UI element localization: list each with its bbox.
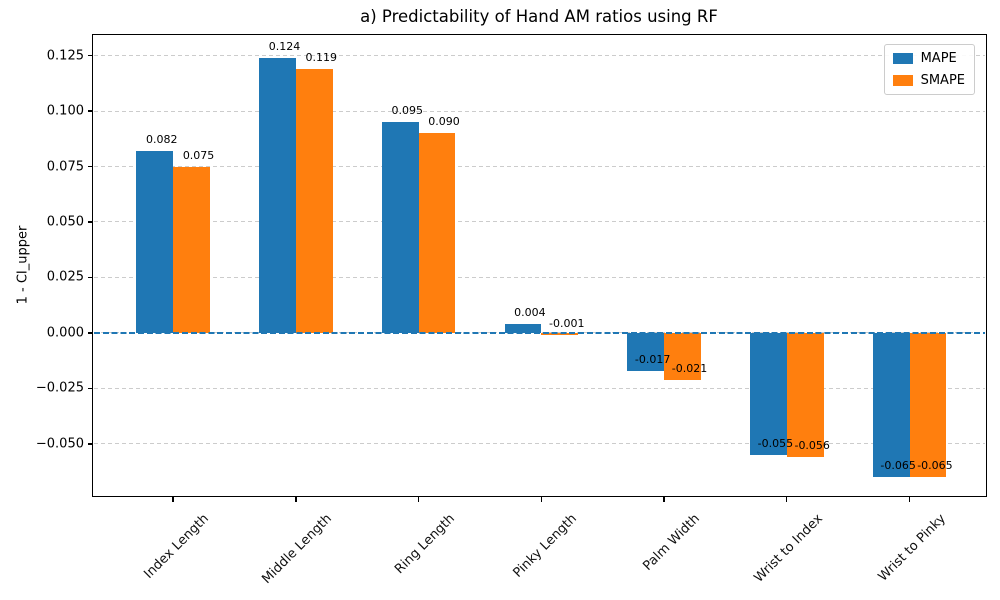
y-tick-mark	[87, 110, 93, 112]
zero-reference-line	[94, 332, 985, 334]
gridline	[94, 110, 985, 112]
y-tick-label: 0.125	[46, 48, 84, 64]
gridline	[94, 166, 985, 167]
x-tick-label: Pinky Length	[510, 511, 581, 581]
bar-value-label: 0.124	[268, 39, 301, 53]
bar-value-label: -0.056	[794, 439, 830, 453]
x-tick-mark	[908, 496, 911, 502]
legend-swatch-mape	[892, 53, 913, 65]
x-tick-mark	[295, 496, 297, 502]
gridline	[94, 387, 985, 389]
x-tick-label: Ring Length	[391, 511, 458, 578]
bar-value-label: 0.075	[182, 148, 215, 162]
bar-smape	[295, 68, 333, 333]
y-tick-label: 0.025	[46, 269, 84, 285]
x-tick-mark	[786, 496, 788, 502]
bar-mape	[259, 57, 296, 333]
y-tick-mark	[87, 443, 93, 445]
y-tick-label: 0.050	[46, 214, 84, 230]
bar-smape	[541, 332, 579, 336]
bar-smape	[173, 166, 210, 333]
bar-value-label: 0.082	[146, 132, 178, 146]
bar-value-label: 0.004	[514, 306, 546, 320]
x-tick-mark	[172, 496, 174, 502]
plot-area-frame	[92, 34, 987, 497]
y-tick-mark	[87, 54, 93, 57]
bar-value-label: 0.090	[428, 115, 460, 129]
y-tick-mark	[87, 332, 93, 334]
y-tick-label: −0.050	[35, 436, 84, 452]
gridline	[94, 443, 985, 445]
y-tick-label: −0.025	[35, 380, 84, 396]
y-tick-label: 0.100	[46, 103, 84, 119]
bar-mape	[136, 150, 174, 333]
legend: MAPE SMAPE	[883, 44, 975, 96]
x-tick-mark	[540, 496, 543, 502]
x-tick-mark	[417, 496, 420, 502]
bar-value-label: -0.065	[880, 459, 916, 473]
bar-mape	[504, 324, 542, 333]
bar-value-label: -0.021	[671, 361, 708, 375]
y-tick-mark	[87, 165, 93, 168]
x-tick-label: Palm Width	[640, 511, 703, 574]
legend-label-mape: MAPE	[920, 51, 957, 66]
chart-title: a) Predictability of Hand AM ratios usin…	[360, 7, 718, 26]
legend-swatch-smape	[892, 74, 913, 86]
bar-smape	[418, 133, 456, 333]
y-tick-mark	[87, 387, 93, 390]
bar-value-label: -0.017	[634, 352, 671, 366]
legend-item-mape: MAPE	[892, 51, 965, 67]
bar-value-label: 0.119	[305, 50, 338, 64]
bar-value-label: 0.095	[391, 104, 423, 118]
y-axis-label: 1 - CI_upper	[15, 225, 31, 305]
bar-smape	[786, 332, 824, 458]
x-tick-label: Wrist to Index	[751, 511, 826, 586]
bar-mape	[381, 122, 419, 333]
bar-smape	[664, 332, 701, 380]
y-tick-mark	[87, 276, 93, 279]
bar-value-label: -0.055	[757, 437, 794, 451]
y-tick-label: 0.000	[46, 325, 84, 341]
y-tick-label: 0.075	[46, 159, 84, 174]
y-tick-mark	[87, 221, 93, 223]
legend-label-smape: SMAPE	[920, 72, 965, 88]
bar-mape	[627, 332, 665, 371]
bar-value-label: -0.001	[549, 317, 585, 331]
x-tick-label: Middle Length	[259, 511, 335, 587]
x-tick-label: Wrist to Pinky	[875, 511, 949, 585]
gridline	[94, 55, 985, 57]
legend-item-smape: SMAPE	[892, 72, 965, 89]
bar-mape	[749, 332, 787, 456]
bar-mape	[872, 332, 910, 478]
gridline	[94, 276, 985, 278]
x-tick-mark	[663, 496, 665, 502]
bar-smape	[909, 332, 947, 478]
x-tick-label: Index Length	[141, 511, 213, 582]
gridline	[94, 221, 985, 223]
bar-value-label: -0.065	[917, 459, 953, 473]
